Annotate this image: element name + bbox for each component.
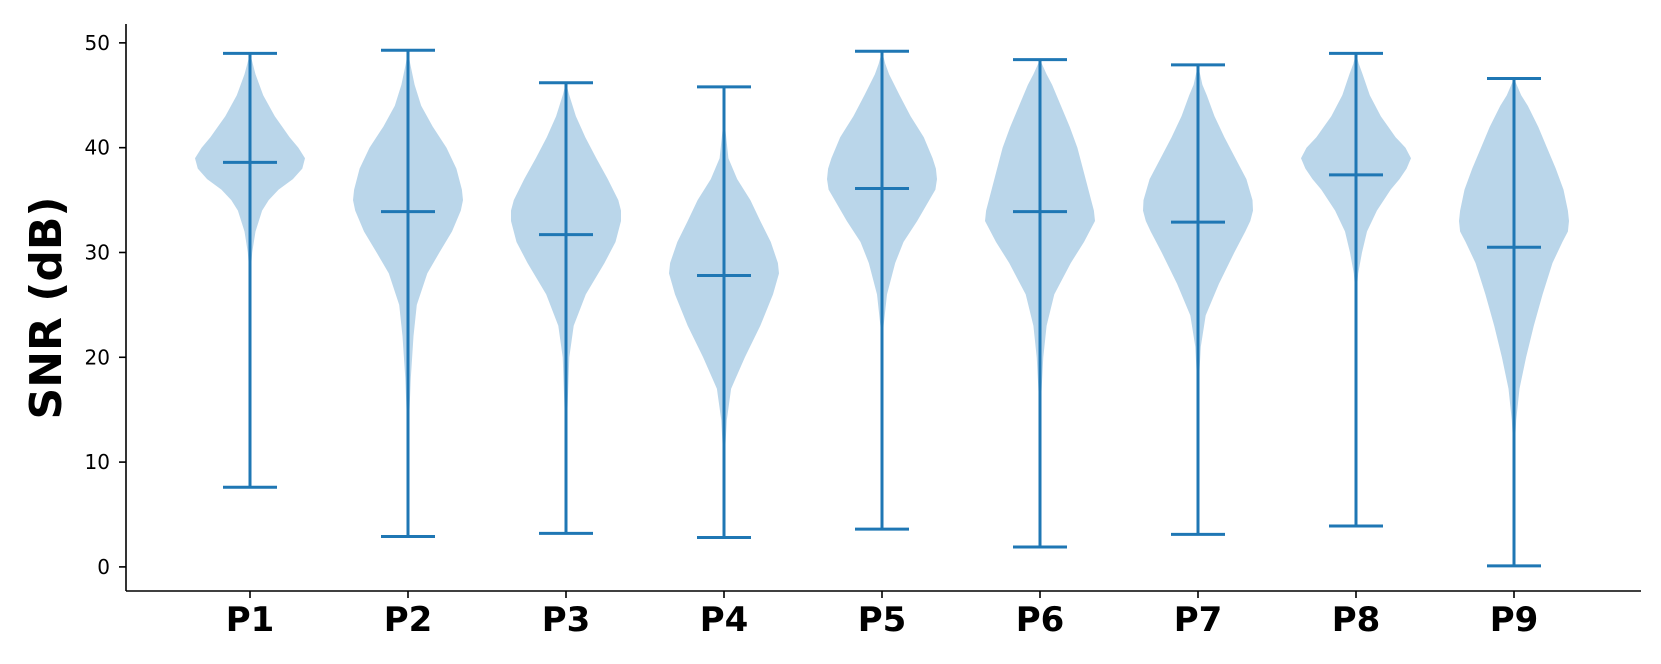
x-tick-label-p2: P2 [384, 600, 433, 640]
x-tick-label-p1: P1 [226, 600, 275, 640]
y-tick-label: 40 [85, 136, 110, 160]
violin-p3 [511, 81, 621, 535]
x-tick-label-p8: P8 [1332, 600, 1381, 640]
x-tick-label-p3: P3 [542, 600, 591, 640]
violin-p8 [1301, 51, 1411, 528]
violin-p4 [669, 85, 779, 540]
y-tick-label: 10 [85, 450, 110, 474]
x-tick-labels: P1 P2 P3 P4 P5 P6 P7 P8 P9 [226, 591, 1539, 640]
y-tick-label: 0 [97, 555, 110, 579]
axes-layer [125, 24, 1641, 592]
violins-layer [195, 48, 1569, 568]
x-tick-label-p4: P4 [700, 600, 749, 640]
y-ticks: 0 10 20 30 40 50 [85, 31, 126, 579]
violin-p5 [827, 49, 937, 531]
x-tick-label-p5: P5 [858, 600, 907, 640]
y-tick-label: 30 [85, 240, 110, 264]
x-tick-label-p6: P6 [1016, 600, 1065, 640]
y-tick-label: 50 [85, 31, 110, 55]
violin-p9 [1459, 76, 1569, 568]
violin-p1 [195, 51, 305, 489]
x-tick-label-p9: P9 [1490, 600, 1539, 640]
y-axis-title: SNR (dB) [21, 197, 72, 420]
x-tick-label-p7: P7 [1174, 600, 1223, 640]
violin-p2 [353, 48, 463, 539]
y-tick-label: 20 [85, 345, 110, 369]
violin-p6 [985, 58, 1095, 549]
violin-p7 [1143, 63, 1253, 536]
